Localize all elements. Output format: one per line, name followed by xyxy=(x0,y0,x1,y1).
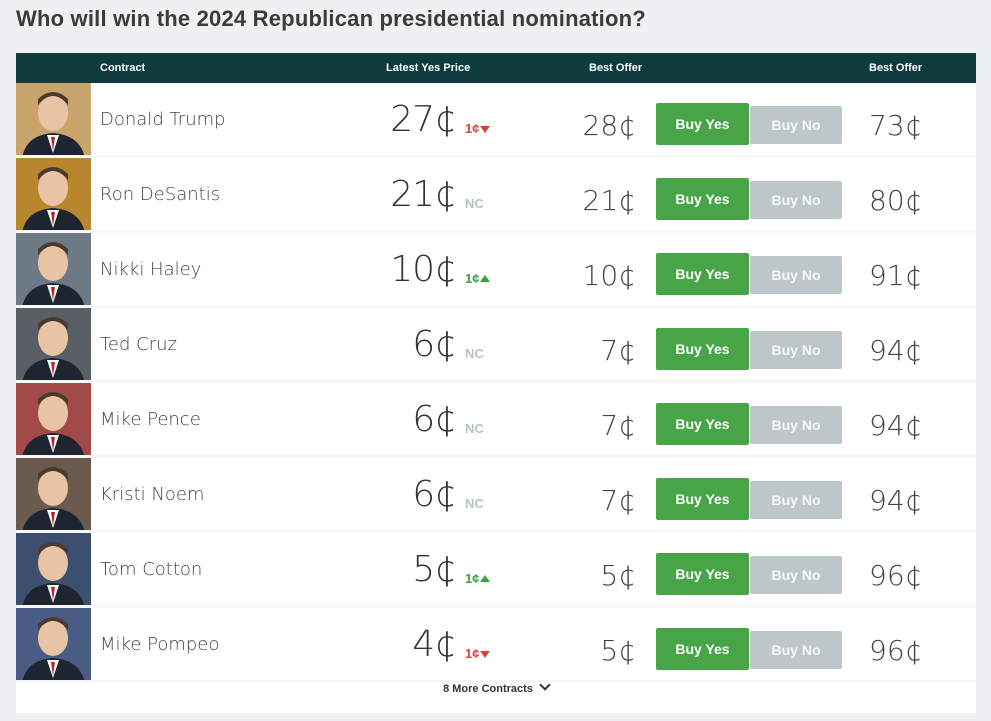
buy-yes-button[interactable]: Buy Yes xyxy=(656,478,749,520)
price-change: 1¢ xyxy=(465,271,491,286)
price-change-value: 1¢ xyxy=(465,271,480,286)
candidate-name[interactable]: Nikki Haley xyxy=(100,259,202,280)
price-change: 1¢ xyxy=(465,646,491,661)
table-row: Ron DeSantis 21¢ NC 21¢ Buy Yes Buy No 8… xyxy=(16,158,976,233)
arrow-up-icon xyxy=(480,575,491,582)
more-contracts-link[interactable]: 8 More Contracts xyxy=(16,679,976,695)
candidate-photo xyxy=(16,458,91,533)
latest-yes-price: 10¢ xyxy=(390,249,457,290)
candidate-name[interactable]: Ted Cruz xyxy=(100,334,177,355)
price-change-value: 1¢ xyxy=(465,646,480,661)
header-best-offer-yes: Best Offer xyxy=(589,62,643,74)
price-change-value: NC xyxy=(465,196,484,211)
best-offer-no: 73¢ xyxy=(869,109,923,142)
price-change: NC xyxy=(465,496,484,511)
table-row: Nikki Haley 10¢ 1¢ 10¢ Buy Yes Buy No 91… xyxy=(16,233,976,308)
price-change-value: 1¢ xyxy=(465,121,480,136)
latest-yes-price: 4¢ xyxy=(412,624,457,665)
table-row: Tom Cotton 5¢ 1¢ 5¢ Buy Yes Buy No 96¢ xyxy=(16,533,976,608)
table-row: Ted Cruz 6¢ NC 7¢ Buy Yes Buy No 94¢ xyxy=(16,308,976,383)
price-change-value: 1¢ xyxy=(465,571,480,586)
table-row: Kristi Noem 6¢ NC 7¢ Buy Yes Buy No 94¢ xyxy=(16,458,976,533)
best-offer-yes: 7¢ xyxy=(600,334,636,367)
price-change: 1¢ xyxy=(465,571,491,586)
best-offer-no: 94¢ xyxy=(869,409,923,442)
best-offer-yes: 7¢ xyxy=(600,484,636,517)
buy-no-button[interactable]: Buy No xyxy=(750,631,842,669)
buy-no-button[interactable]: Buy No xyxy=(750,481,842,519)
contracts-table: Contract Latest Yes Price Best Offer Bes… xyxy=(16,53,976,713)
best-offer-yes: 10¢ xyxy=(582,259,636,292)
buy-yes-button[interactable]: Buy Yes xyxy=(656,328,749,370)
latest-yes-price: 27¢ xyxy=(390,99,457,140)
header-contract: Contract xyxy=(100,62,146,74)
price-change-value: NC xyxy=(465,346,484,361)
buy-no-button[interactable]: Buy No xyxy=(750,256,842,294)
latest-yes-price: 21¢ xyxy=(390,174,457,215)
table-body: Donald Trump 27¢ 1¢ 28¢ Buy Yes Buy No 7… xyxy=(16,83,976,683)
buy-no-button[interactable]: Buy No xyxy=(750,331,842,369)
candidate-name[interactable]: Mike Pence xyxy=(100,409,201,430)
candidate-name[interactable]: Kristi Noem xyxy=(100,484,205,505)
best-offer-yes: 5¢ xyxy=(600,559,636,592)
more-contracts-label: 8 More Contracts xyxy=(443,683,533,695)
price-change: NC xyxy=(465,196,484,211)
table-row: Mike Pompeo 4¢ 1¢ 5¢ Buy Yes Buy No 96¢ xyxy=(16,608,976,683)
buy-yes-button[interactable]: Buy Yes xyxy=(656,403,749,445)
price-change: NC xyxy=(465,346,484,361)
arrow-down-icon xyxy=(480,651,491,658)
candidate-photo xyxy=(16,608,91,683)
candidate-name[interactable]: Tom Cotton xyxy=(100,559,203,580)
buy-no-button[interactable]: Buy No xyxy=(750,406,842,444)
best-offer-yes: 5¢ xyxy=(600,634,636,667)
table-row: Donald Trump 27¢ 1¢ 28¢ Buy Yes Buy No 7… xyxy=(16,83,976,158)
best-offer-no: 80¢ xyxy=(869,184,923,217)
buy-no-button[interactable]: Buy No xyxy=(750,181,842,219)
best-offer-no: 94¢ xyxy=(869,484,923,517)
table-header: Contract Latest Yes Price Best Offer Bes… xyxy=(16,53,976,83)
page-title: Who will win the 2024 Republican preside… xyxy=(16,6,646,31)
best-offer-no: 96¢ xyxy=(869,559,923,592)
buy-yes-button[interactable]: Buy Yes xyxy=(656,103,749,145)
candidate-photo xyxy=(16,533,91,608)
arrow-up-icon xyxy=(480,275,491,282)
candidate-photo xyxy=(16,233,91,308)
candidate-photo xyxy=(16,158,91,233)
candidate-name[interactable]: Ron DeSantis xyxy=(100,184,221,205)
header-best-offer-no: Best Offer xyxy=(869,62,923,74)
table-row: Mike Pence 6¢ NC 7¢ Buy Yes Buy No 94¢ xyxy=(16,383,976,458)
best-offer-yes: 21¢ xyxy=(582,184,636,217)
arrow-down-icon xyxy=(480,126,491,133)
buy-yes-button[interactable]: Buy Yes xyxy=(656,178,749,220)
header-latest-yes-price: Latest Yes Price xyxy=(386,62,471,74)
buy-yes-button[interactable]: Buy Yes xyxy=(656,628,749,670)
best-offer-no: 94¢ xyxy=(869,334,923,367)
price-change-value: NC xyxy=(465,421,484,436)
latest-yes-price: 6¢ xyxy=(412,474,457,515)
price-change: 1¢ xyxy=(465,121,491,136)
candidate-photo xyxy=(16,83,91,158)
candidate-photo xyxy=(16,383,91,458)
best-offer-yes: 28¢ xyxy=(582,109,636,142)
price-change: NC xyxy=(465,421,484,436)
buy-yes-button[interactable]: Buy Yes xyxy=(656,253,749,295)
best-offer-yes: 7¢ xyxy=(600,409,636,442)
latest-yes-price: 5¢ xyxy=(412,549,457,590)
latest-yes-price: 6¢ xyxy=(412,324,457,365)
candidate-photo xyxy=(16,308,91,383)
price-change-value: NC xyxy=(465,496,484,511)
candidate-name[interactable]: Mike Pompeo xyxy=(100,634,220,655)
candidate-name[interactable]: Donald Trump xyxy=(100,109,226,130)
best-offer-no: 91¢ xyxy=(869,259,923,292)
buy-no-button[interactable]: Buy No xyxy=(750,106,842,144)
buy-yes-button[interactable]: Buy Yes xyxy=(656,553,749,595)
best-offer-no: 96¢ xyxy=(869,634,923,667)
buy-no-button[interactable]: Buy No xyxy=(750,556,842,594)
latest-yes-price: 6¢ xyxy=(412,399,457,440)
